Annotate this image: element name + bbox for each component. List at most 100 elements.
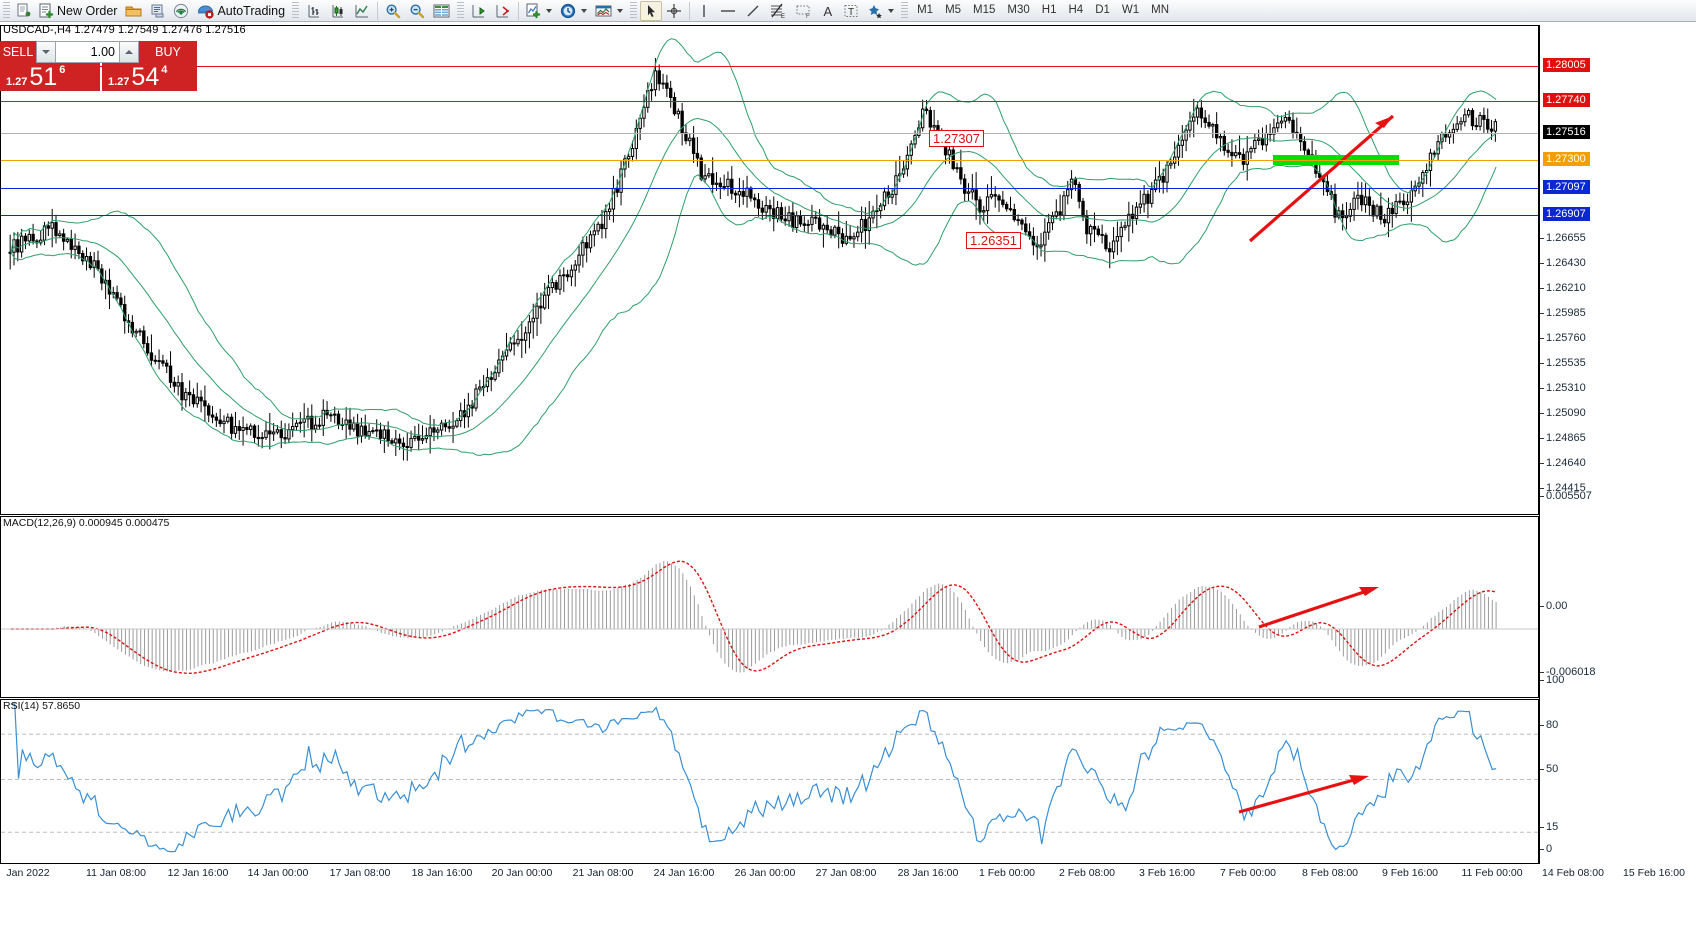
bollinger-lower-band xyxy=(10,164,1497,456)
bid-price-prefix: 1.27 xyxy=(6,76,28,88)
tab-timeframe-mn[interactable]: MN xyxy=(1151,4,1170,16)
autotrading-button[interactable]: AutoTrading xyxy=(193,1,289,21)
bid-price-display[interactable]: 1.27 51 6 xyxy=(0,63,100,91)
current-price-line[interactable] xyxy=(1,133,1538,134)
templates-icon-button[interactable] xyxy=(591,1,627,21)
templates-chevron-down-icon[interactable] xyxy=(617,8,624,13)
macd-indicator-panel[interactable]: MACD(12,26,9) 0.000945 0.000475 xyxy=(0,516,1539,698)
resistance-note[interactable]: 1.27307 xyxy=(929,130,984,147)
tab-timeframe-m1[interactable]: M1 xyxy=(917,4,934,16)
volume-decrease-button[interactable] xyxy=(36,41,56,63)
time-axis-label: 15 Feb 16:00 xyxy=(1623,867,1685,879)
period-chevron-down-icon[interactable] xyxy=(581,8,588,13)
macd-histogram xyxy=(56,561,1497,673)
bullish-trend-arrow-macd-head xyxy=(1359,587,1379,596)
folder-icon-button[interactable] xyxy=(121,1,146,21)
price-chart-panel[interactable] xyxy=(0,25,1539,515)
time-axis-label: 28 Jan 16:00 xyxy=(897,867,959,879)
support-2-level[interactable]: 1.26907 xyxy=(1543,207,1590,221)
price-axis[interactable]: 1.26655 1.26430 1.26210 1.25985 1.25760 1.255… xyxy=(1539,25,1696,864)
sell-button[interactable]: SELL xyxy=(0,41,36,63)
volume-input[interactable]: 1.00 xyxy=(56,41,119,63)
crosshair-icon-button[interactable] xyxy=(662,1,686,21)
tab-timeframe-m30[interactable]: M30 xyxy=(1007,4,1030,16)
rsi-tick-label: 0 xyxy=(1546,843,1553,855)
support-note[interactable]: 1.26351 xyxy=(966,232,1021,249)
volume-increase-button[interactable] xyxy=(119,41,139,63)
support-1-line[interactable] xyxy=(1,188,1538,189)
toolbar-grip-5[interactable] xyxy=(901,2,909,19)
macd-label: MACD(12,26,9) 0.000945 0.000475 xyxy=(3,517,170,529)
volume-stepper[interactable]: 1.00 xyxy=(36,41,139,63)
tab-timeframe-h4[interactable]: H4 xyxy=(1068,4,1084,16)
resistance-1-level[interactable]: 1.27740 xyxy=(1543,93,1590,107)
oct-controls-row[interactable]: SELL 1.00 BUY xyxy=(0,41,197,63)
resistance-2-line[interactable] xyxy=(1,66,1538,67)
profiles-icon-button[interactable] xyxy=(146,1,169,21)
toolbar-grip-4[interactable] xyxy=(630,2,638,19)
text-label-icon-button[interactable]: T xyxy=(839,1,863,21)
shapes-chevron-down-icon[interactable] xyxy=(888,8,895,13)
chart-shift-icon-button[interactable] xyxy=(491,1,515,21)
indicators-chevron-down-icon[interactable] xyxy=(546,8,553,13)
bullish-trend-arrow-rsi[interactable] xyxy=(1238,776,1362,814)
candlestick-chart-icon-button[interactable] xyxy=(326,1,350,21)
tab-timeframe-m5[interactable]: M5 xyxy=(945,4,962,16)
tab-timeframe-h1[interactable]: H1 xyxy=(1041,4,1057,16)
data-window-icon-button[interactable] xyxy=(429,1,454,21)
bullish-trend-arrow-rsi-head xyxy=(1349,775,1369,785)
tab-timeframe-d1[interactable]: D1 xyxy=(1095,4,1110,16)
cursor-icon-button[interactable] xyxy=(640,0,663,21)
ask-price-main: 54 xyxy=(131,63,160,91)
fibonacci-icon-button[interactable]: E xyxy=(765,1,791,21)
tab-timeframe-m15[interactable]: M15 xyxy=(973,4,996,16)
one-click-trading-panel[interactable]: SELL 1.00 BUY 1.27 51 6 1.27 54 4 xyxy=(0,41,197,91)
line-chart-icon-button[interactable] xyxy=(350,1,374,21)
bollinger-middle-band xyxy=(10,117,1497,438)
time-axis-label: 24 Jan 16:00 xyxy=(653,867,715,879)
bullish-trend-arrow-price[interactable] xyxy=(1248,114,1395,243)
main-toolbar: New Order AutoTrading xyxy=(0,0,1696,22)
support-1-level[interactable]: 1.27097 xyxy=(1543,180,1590,194)
zoom-out-icon-button[interactable] xyxy=(405,1,429,21)
rsi-tick xyxy=(1540,769,1544,770)
oct-prices-row[interactable]: 1.27 51 6 1.27 54 4 xyxy=(0,63,197,91)
tab-timeframe-w1[interactable]: W1 xyxy=(1121,4,1140,16)
expert-advisor-icon-button[interactable] xyxy=(13,1,35,21)
rsi-indicator-panel[interactable]: RSI(14) 57.8650 xyxy=(0,699,1539,864)
buy-button[interactable]: BUY xyxy=(139,41,197,63)
auto-scroll-icon-button[interactable] xyxy=(467,1,491,21)
indicators-icon-button[interactable] xyxy=(522,1,556,21)
price-tick xyxy=(1540,463,1544,464)
chart-area[interactable]: MACD(12,26,9) 0.000945 0.000475 RSI(14) … xyxy=(0,22,1696,943)
channel-icon-button[interactable]: F xyxy=(791,1,817,21)
time-axis-label: 11 Feb 00:00 xyxy=(1461,867,1523,879)
vertical-line-icon-button[interactable] xyxy=(693,1,715,21)
trendline-icon-button[interactable] xyxy=(741,1,765,21)
current-price-level[interactable]: 1.27516 xyxy=(1543,125,1590,139)
pivot-level[interactable]: 1.27300 xyxy=(1543,152,1590,166)
text-icon-button[interactable]: A xyxy=(817,1,839,21)
toolbar-grip-3[interactable] xyxy=(457,2,465,19)
price-tick xyxy=(1540,363,1544,364)
toolbar-grip-2[interactable] xyxy=(292,2,300,19)
resistance-1-line[interactable] xyxy=(1,101,1538,102)
period-clock-icon-button[interactable] xyxy=(556,1,591,21)
rsi-tick xyxy=(1540,849,1544,850)
horizontal-line-icon-button[interactable] xyxy=(715,1,741,21)
time-axis-label: 7 Feb 00:00 xyxy=(1219,867,1277,879)
time-axis[interactable]: Jan 2022 11 Jan 08:00 12 Jan 16:00 14 Jan 0… xyxy=(0,865,1696,885)
new-order-button[interactable]: New Order xyxy=(35,1,121,21)
zoom-in-icon-button[interactable] xyxy=(381,1,405,21)
resistance-2-level[interactable]: 1.28005 xyxy=(1543,58,1590,72)
bar-chart-icon-button[interactable] xyxy=(302,1,326,21)
shapes-icon-button[interactable] xyxy=(863,1,898,21)
bullish-trend-arrow-macd[interactable] xyxy=(1258,587,1374,629)
svg-text:A: A xyxy=(824,4,833,19)
toolbar-grip[interactable] xyxy=(3,2,10,19)
pivot-line[interactable] xyxy=(1,160,1538,161)
support-2-line[interactable] xyxy=(1,215,1538,216)
signals-icon-button[interactable] xyxy=(169,1,193,21)
ask-price-display[interactable]: 1.27 54 4 xyxy=(102,63,197,91)
bid-price-main: 51 xyxy=(29,63,58,91)
